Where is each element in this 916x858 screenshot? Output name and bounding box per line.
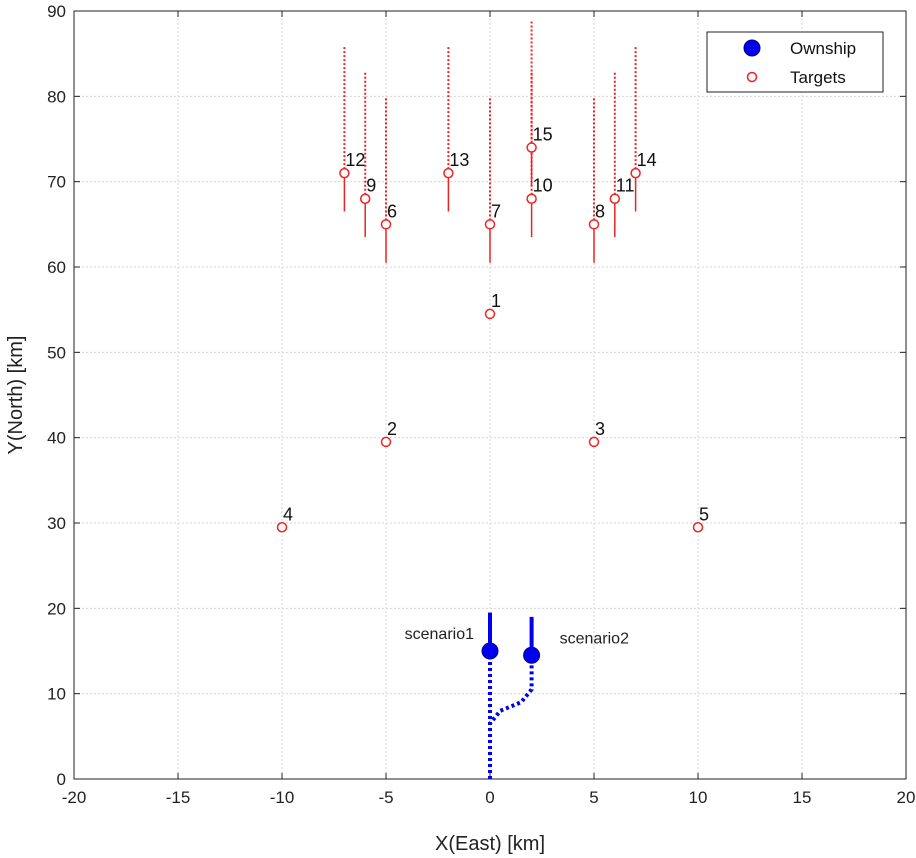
x-tick-label: 0 [485,788,494,807]
target-point [380,219,392,230]
legend-ownship-marker [743,39,761,57]
target-label: 1 [491,291,501,311]
x-tick-label: 5 [589,788,598,807]
legend-targets-marker [746,71,758,83]
legend-box [706,31,884,93]
target-point [359,193,371,204]
y-axis-label: Y(North) [km] [5,336,27,455]
legend-ownship-label: Ownship [790,39,856,58]
target-label: 4 [283,504,293,524]
target-point [526,193,537,204]
target-point [692,522,704,533]
target-point [609,193,621,204]
ownship-point [481,642,499,660]
target-label: 11 [616,176,635,196]
ownship-point [523,646,541,664]
x-tick-label: -10 [270,788,295,807]
target-label: 15 [533,125,553,145]
y-tick-label: 60 [47,258,66,277]
y-tick-label: 50 [47,343,66,362]
target-label: 5 [699,504,709,524]
y-tick-label: 10 [47,685,66,704]
x-axis-label: X(East) [km] [435,833,545,855]
target-point [526,142,537,153]
target-label: 8 [595,201,605,221]
legend: Ownship Targets [706,31,884,93]
x-tick-label: 10 [689,788,708,807]
y-tick-label: 80 [47,87,66,106]
ownship-label: scenario1 [405,626,474,643]
y-tick-label: 20 [47,599,66,618]
target-label: 6 [387,201,397,221]
x-tick-label: -5 [378,788,393,807]
target-label: 14 [637,150,657,170]
y-tick-label: 70 [47,173,66,192]
y-tick-label: 90 [47,2,66,21]
target-label: 13 [449,150,469,170]
y-tick-label: 0 [57,770,66,789]
x-tick-label: 20 [897,788,916,807]
y-tick-label: 30 [47,514,66,533]
target-label: 10 [533,176,553,196]
x-tick-label: -20 [62,788,87,807]
target-label: 9 [366,176,376,196]
target-point [630,167,641,179]
target-point [443,167,454,179]
ownship-label: scenario2 [560,630,629,647]
target-point [588,219,600,230]
x-tick-label: 15 [793,788,812,807]
target-point [380,436,392,448]
y-tick-label: 40 [47,429,66,448]
x-tick-label: -15 [166,788,191,807]
target-point [484,308,496,320]
ownships: scenario1 scenario2 [405,612,629,664]
target-label: 7 [491,201,501,221]
target-label: 12 [345,150,365,170]
ownship-track [488,655,534,779]
target-label: 3 [595,419,605,439]
ownship-tracks [488,651,534,779]
target-point [276,522,288,533]
target-point [339,167,350,179]
legend-targets-label: Targets [790,68,846,87]
target-label: 2 [387,419,397,439]
target-point [484,219,496,230]
target-point [588,436,600,448]
